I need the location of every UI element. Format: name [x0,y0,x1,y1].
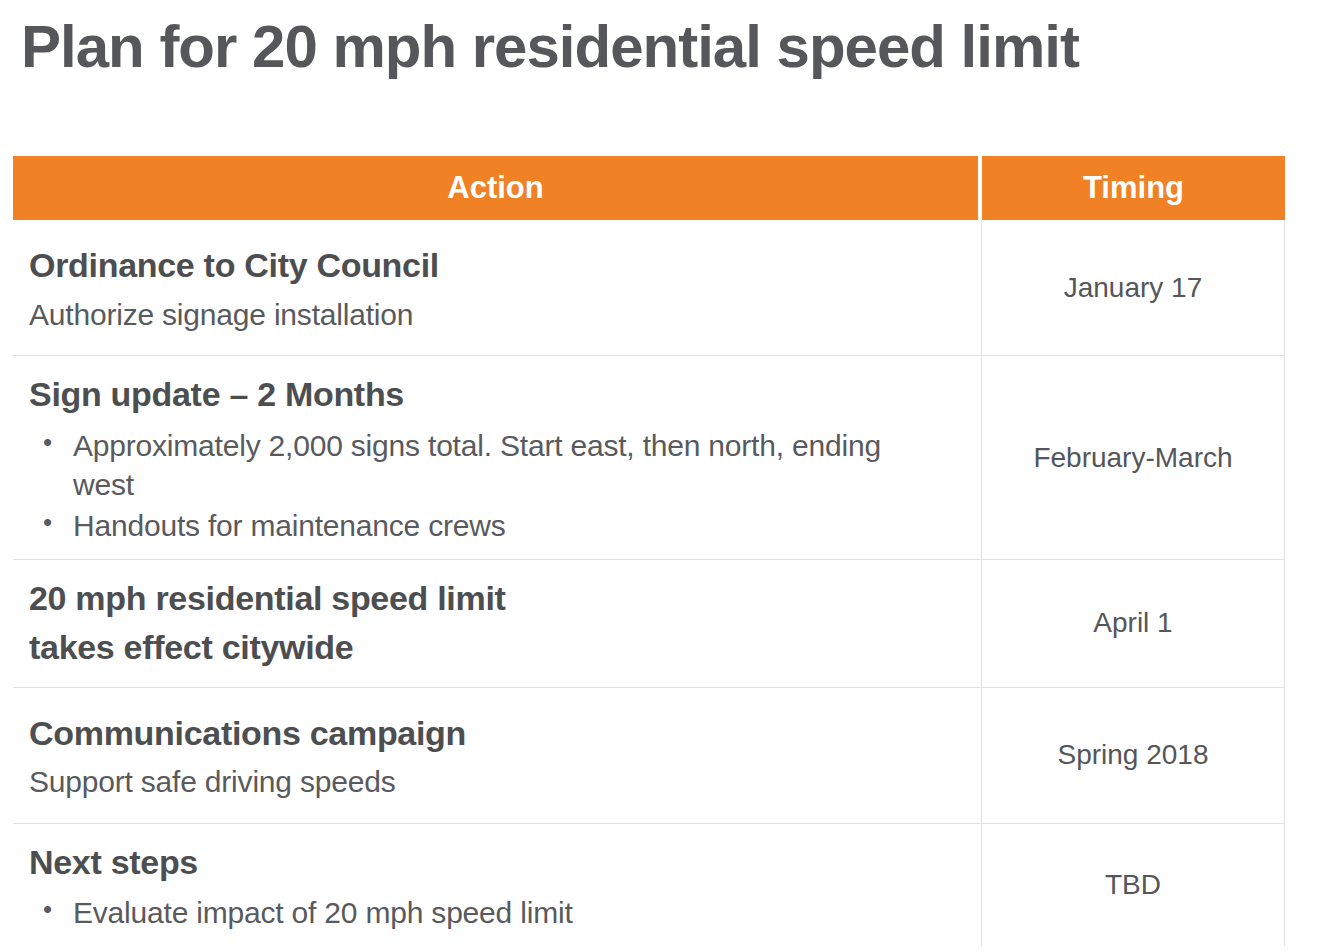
action-cell: Next steps • Evaluate impact of 20 mph spe… [13,824,982,946]
column-header-timing: Timing [982,156,1285,220]
bullet-icon: • [43,506,52,540]
action-cell: Communications campaign Support safe driv… [13,688,982,823]
row-heading: Next steps [29,838,951,887]
table-row: 20 mph residential speed limittakes effe… [13,560,1285,688]
timing-cell: February-March [982,356,1285,559]
timing-cell: January 17 [982,220,1285,355]
row-heading: Communications campaign [29,709,951,758]
bullet-icon: • [43,426,52,460]
row-subtext: Authorize signage installation [29,295,951,334]
table-row: Ordinance to City Council Authorize signa… [13,220,1285,356]
bullet-item: • Handouts for maintenance crews [29,506,909,545]
action-cell: Ordinance to City Council Authorize signa… [13,220,982,355]
plan-table: Action Timing Ordinance to City Council A… [13,156,1285,946]
bullet-text: Handouts for maintenance crews [73,509,506,542]
slide: Plan for 20 mph residential speed limit … [0,0,1330,951]
table-row: Sign update – 2 Months • Approximately 2,0… [13,356,1285,560]
bullet-text: Approximately 2,000 signs total. Start e… [73,429,881,501]
table-row: Next steps • Evaluate impact of 20 mph spe… [13,824,1285,946]
timing-cell: April 1 [982,560,1285,687]
bullet-item: • Approximately 2,000 signs total. Start … [29,426,909,504]
timing-cell: Spring 2018 [982,688,1285,823]
bullet-text: Evaluate impact of 20 mph speed limit [73,896,573,929]
action-cell: 20 mph residential speed limittakes effe… [13,560,982,687]
row-heading: 20 mph residential speed limit [29,574,951,623]
table-body: Ordinance to City Council Authorize signa… [13,220,1285,946]
row-heading: Ordinance to City Council [29,241,951,290]
timing-cell: TBD [982,824,1285,946]
action-cell: Sign update – 2 Months • Approximately 2,0… [13,356,982,559]
page-title: Plan for 20 mph residential speed limit [21,12,1079,81]
bullet-icon: • [43,893,52,927]
bullet-item: • Evaluate impact of 20 mph speed limit [29,893,909,932]
table-header-row: Action Timing [13,156,1285,220]
row-heading: Sign update – 2 Months [29,370,951,419]
table-row: Communications campaign Support safe driv… [13,688,1285,824]
column-header-action: Action [13,156,982,220]
row-subtext: Support safe driving speeds [29,762,951,801]
bullet-list: • Evaluate impact of 20 mph speed limit [29,891,909,932]
bullet-list: • Approximately 2,000 signs total. Start … [29,424,909,545]
row-heading-line2: takes effect citywide [29,623,951,672]
